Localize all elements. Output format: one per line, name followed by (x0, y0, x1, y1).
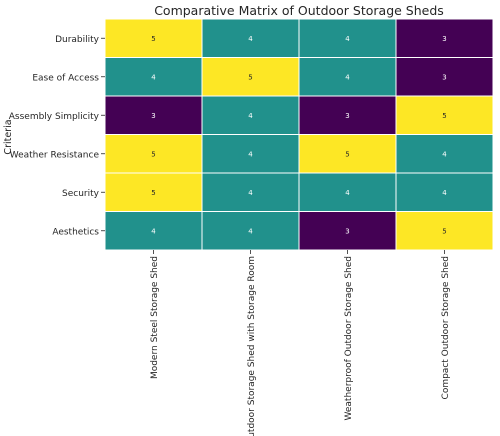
cell-value-label: 3 (345, 227, 349, 235)
cell-value-label: 4 (151, 227, 156, 235)
column-tick-labels: Modern Steel Storage Shed Outdoor Storage… (150, 250, 451, 436)
row-tick-label: Assembly Simplicity (9, 112, 100, 122)
column-tick-label: Compact Outdoor Storage Shed (441, 256, 451, 399)
cell-value-label: 4 (248, 150, 253, 158)
column-tick-label: Outdoor Storage Shed with Storage Room (247, 256, 257, 436)
cell-value-label: 5 (151, 150, 155, 158)
cell-value-label: 5 (151, 35, 155, 43)
heatmap-cell (298, 134, 397, 174)
cell-value-label: 4 (442, 150, 447, 158)
cell-value-label: 4 (248, 189, 253, 197)
row-tick-label: Aesthetics (52, 227, 99, 237)
cell-value-label: 4 (345, 73, 350, 81)
heatmap-cell (201, 172, 300, 212)
cell-value-label: 5 (442, 227, 446, 235)
cell-value-label: 4 (345, 35, 350, 43)
cell-value-label: 3 (442, 35, 446, 43)
column-tick-label: Weatherproof Outdoor Storage Shed (344, 256, 354, 421)
cell-value-label: 4 (248, 227, 253, 235)
cell-value-label: 4 (151, 73, 156, 81)
heatmap-cell (395, 57, 494, 97)
cell-value-label: 4 (248, 112, 253, 120)
heatmap-cell (104, 172, 203, 212)
heatmap-cell (395, 211, 494, 251)
cell-value-label: 5 (248, 73, 252, 81)
heatmap-cells (104, 18, 494, 251)
y-axis-label: Criteria (3, 119, 14, 154)
cell-value-label: 5 (442, 112, 446, 120)
heatmap-cell (395, 134, 494, 174)
row-tick-label: Ease of Access (32, 73, 99, 83)
heatmap-cell (298, 95, 397, 135)
row-tick-label: Security (62, 189, 100, 199)
heatmap-cell (298, 172, 397, 212)
heatmap-cell (298, 211, 397, 251)
row-tick-label: Weather Resistance (10, 150, 100, 160)
cell-value-label: 5 (151, 189, 155, 197)
column-tick-label: Modern Steel Storage Shed (150, 256, 160, 379)
heatmap-cell (201, 18, 300, 58)
cell-value-label: 3 (151, 112, 155, 120)
cell-value-label: 3 (442, 73, 446, 81)
cell-value-label: 5 (345, 150, 349, 158)
heatmap-cell (395, 172, 494, 212)
cell-value-label: 4 (442, 189, 447, 197)
chart-title: Comparative Matrix of Outdoor Storage Sh… (154, 3, 444, 18)
heatmap-cell (104, 211, 203, 251)
cell-value-label: 4 (248, 35, 253, 43)
heatmap-cell (201, 95, 300, 135)
cell-value-label: 4 (345, 189, 350, 197)
heatmap-cell (104, 134, 203, 174)
cell-value-label: 3 (345, 112, 349, 120)
heatmap-cell (104, 95, 203, 135)
row-tick-labels: Durability Ease of Access Assembly Simplic… (9, 35, 105, 237)
row-tick-label: Durability (55, 35, 100, 45)
heatmap-cell-labels: 5 4 4 3 4 5 4 3 3 4 3 5 5 4 5 4 5 4 4 4 4 4 3 5 (151, 35, 447, 236)
